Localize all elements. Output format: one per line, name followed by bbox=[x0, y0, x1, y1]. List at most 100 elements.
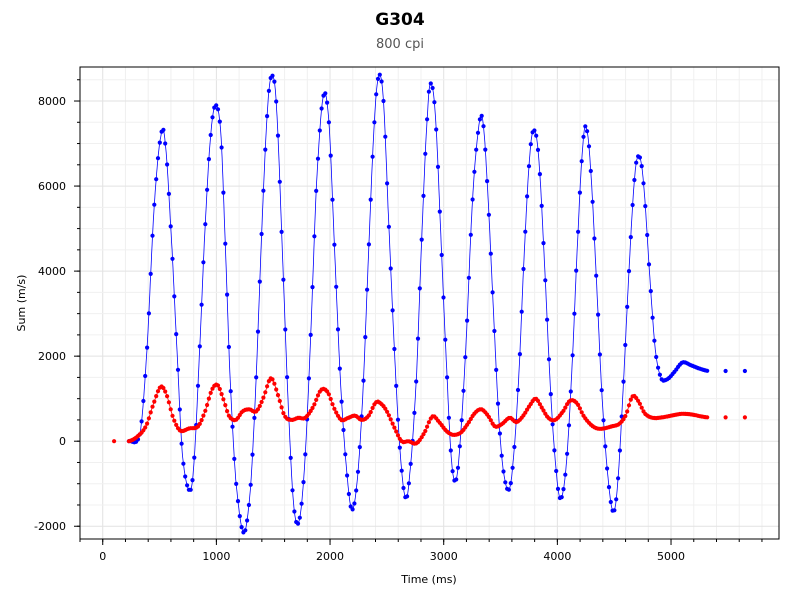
data-point bbox=[335, 327, 341, 332]
data-point bbox=[606, 485, 612, 490]
data-point bbox=[463, 355, 468, 360]
chart-title: G304 bbox=[375, 10, 425, 30]
data-point bbox=[705, 415, 710, 420]
data-point bbox=[481, 124, 486, 129]
data-point bbox=[486, 212, 491, 217]
data-point bbox=[315, 393, 321, 398]
data-point bbox=[446, 415, 451, 420]
series-line bbox=[128, 74, 709, 534]
data-point bbox=[312, 402, 317, 407]
data-point bbox=[366, 242, 371, 247]
data-point bbox=[742, 415, 748, 420]
data-point bbox=[157, 140, 162, 145]
data-point bbox=[208, 390, 213, 395]
data-point bbox=[501, 469, 506, 474]
data-point bbox=[328, 396, 333, 402]
data-point bbox=[188, 487, 193, 492]
data-point bbox=[214, 103, 219, 108]
y-tick-label: -2000 bbox=[34, 520, 66, 533]
data-point bbox=[319, 106, 324, 111]
data-point bbox=[257, 403, 262, 409]
data-point bbox=[306, 376, 311, 381]
data-point bbox=[425, 424, 430, 429]
data-point bbox=[199, 418, 204, 423]
data-point bbox=[190, 478, 195, 483]
grid bbox=[79, 67, 779, 539]
data-point bbox=[597, 352, 603, 357]
data-point bbox=[590, 199, 595, 204]
data-point bbox=[354, 488, 359, 493]
data-point bbox=[552, 448, 557, 453]
data-point bbox=[363, 335, 368, 340]
data-point bbox=[515, 387, 521, 393]
data-point bbox=[430, 85, 435, 91]
data-point bbox=[152, 202, 157, 207]
data-point bbox=[172, 418, 177, 423]
data-point bbox=[541, 241, 546, 246]
data-point bbox=[450, 469, 455, 474]
data-point bbox=[395, 433, 401, 438]
data-point bbox=[568, 389, 573, 394]
data-point bbox=[488, 418, 493, 423]
data-point bbox=[395, 417, 401, 422]
data-point bbox=[374, 92, 379, 97]
data-point bbox=[201, 413, 206, 418]
data-point bbox=[357, 445, 362, 450]
data-point bbox=[637, 155, 643, 160]
data-point bbox=[383, 406, 388, 411]
data-point bbox=[326, 120, 331, 125]
data-point bbox=[283, 327, 288, 332]
data-point bbox=[145, 345, 150, 350]
data-point bbox=[314, 188, 319, 193]
data-point bbox=[457, 444, 462, 449]
data-point bbox=[599, 388, 604, 393]
x-tick-label: 4000 bbox=[543, 550, 571, 563]
data-point bbox=[639, 164, 644, 169]
data-point bbox=[421, 193, 426, 198]
data-point bbox=[343, 452, 348, 457]
data-point bbox=[654, 354, 659, 360]
data-point bbox=[257, 279, 262, 284]
data-point bbox=[435, 164, 441, 169]
data-point bbox=[223, 241, 228, 246]
data-point bbox=[150, 233, 155, 238]
data-point bbox=[616, 476, 621, 481]
data-point bbox=[479, 113, 484, 118]
data-point bbox=[195, 383, 201, 388]
data-point bbox=[219, 145, 224, 150]
data-point bbox=[174, 332, 179, 337]
data-point bbox=[201, 260, 206, 265]
data-point bbox=[639, 405, 644, 410]
y-tick-label: 8000 bbox=[38, 95, 66, 108]
data-point bbox=[625, 304, 630, 309]
data-point bbox=[314, 397, 319, 402]
data-point bbox=[175, 367, 181, 372]
data-point bbox=[525, 194, 530, 199]
data-point bbox=[417, 286, 422, 291]
data-point bbox=[206, 396, 211, 401]
data-point bbox=[350, 507, 355, 512]
data-point bbox=[166, 191, 171, 196]
data-point bbox=[192, 455, 197, 460]
data-point bbox=[310, 405, 315, 411]
data-point bbox=[155, 156, 161, 161]
data-point bbox=[612, 508, 617, 513]
data-point bbox=[337, 366, 342, 371]
data-point bbox=[561, 487, 566, 492]
y-axis-label: Sum (m/s) bbox=[15, 275, 28, 332]
data-point bbox=[301, 480, 306, 485]
data-point bbox=[401, 485, 406, 491]
data-point bbox=[594, 273, 599, 278]
data-point bbox=[205, 187, 210, 192]
data-point bbox=[650, 315, 655, 320]
data-point bbox=[275, 393, 281, 398]
data-point bbox=[375, 76, 381, 81]
y-tick-label: 6000 bbox=[38, 180, 66, 193]
data-point bbox=[379, 79, 384, 84]
data-point bbox=[465, 318, 470, 323]
data-point bbox=[579, 410, 584, 415]
data-point bbox=[652, 338, 657, 343]
data-point bbox=[345, 473, 350, 478]
data-point bbox=[206, 157, 211, 162]
data-point bbox=[297, 515, 302, 520]
